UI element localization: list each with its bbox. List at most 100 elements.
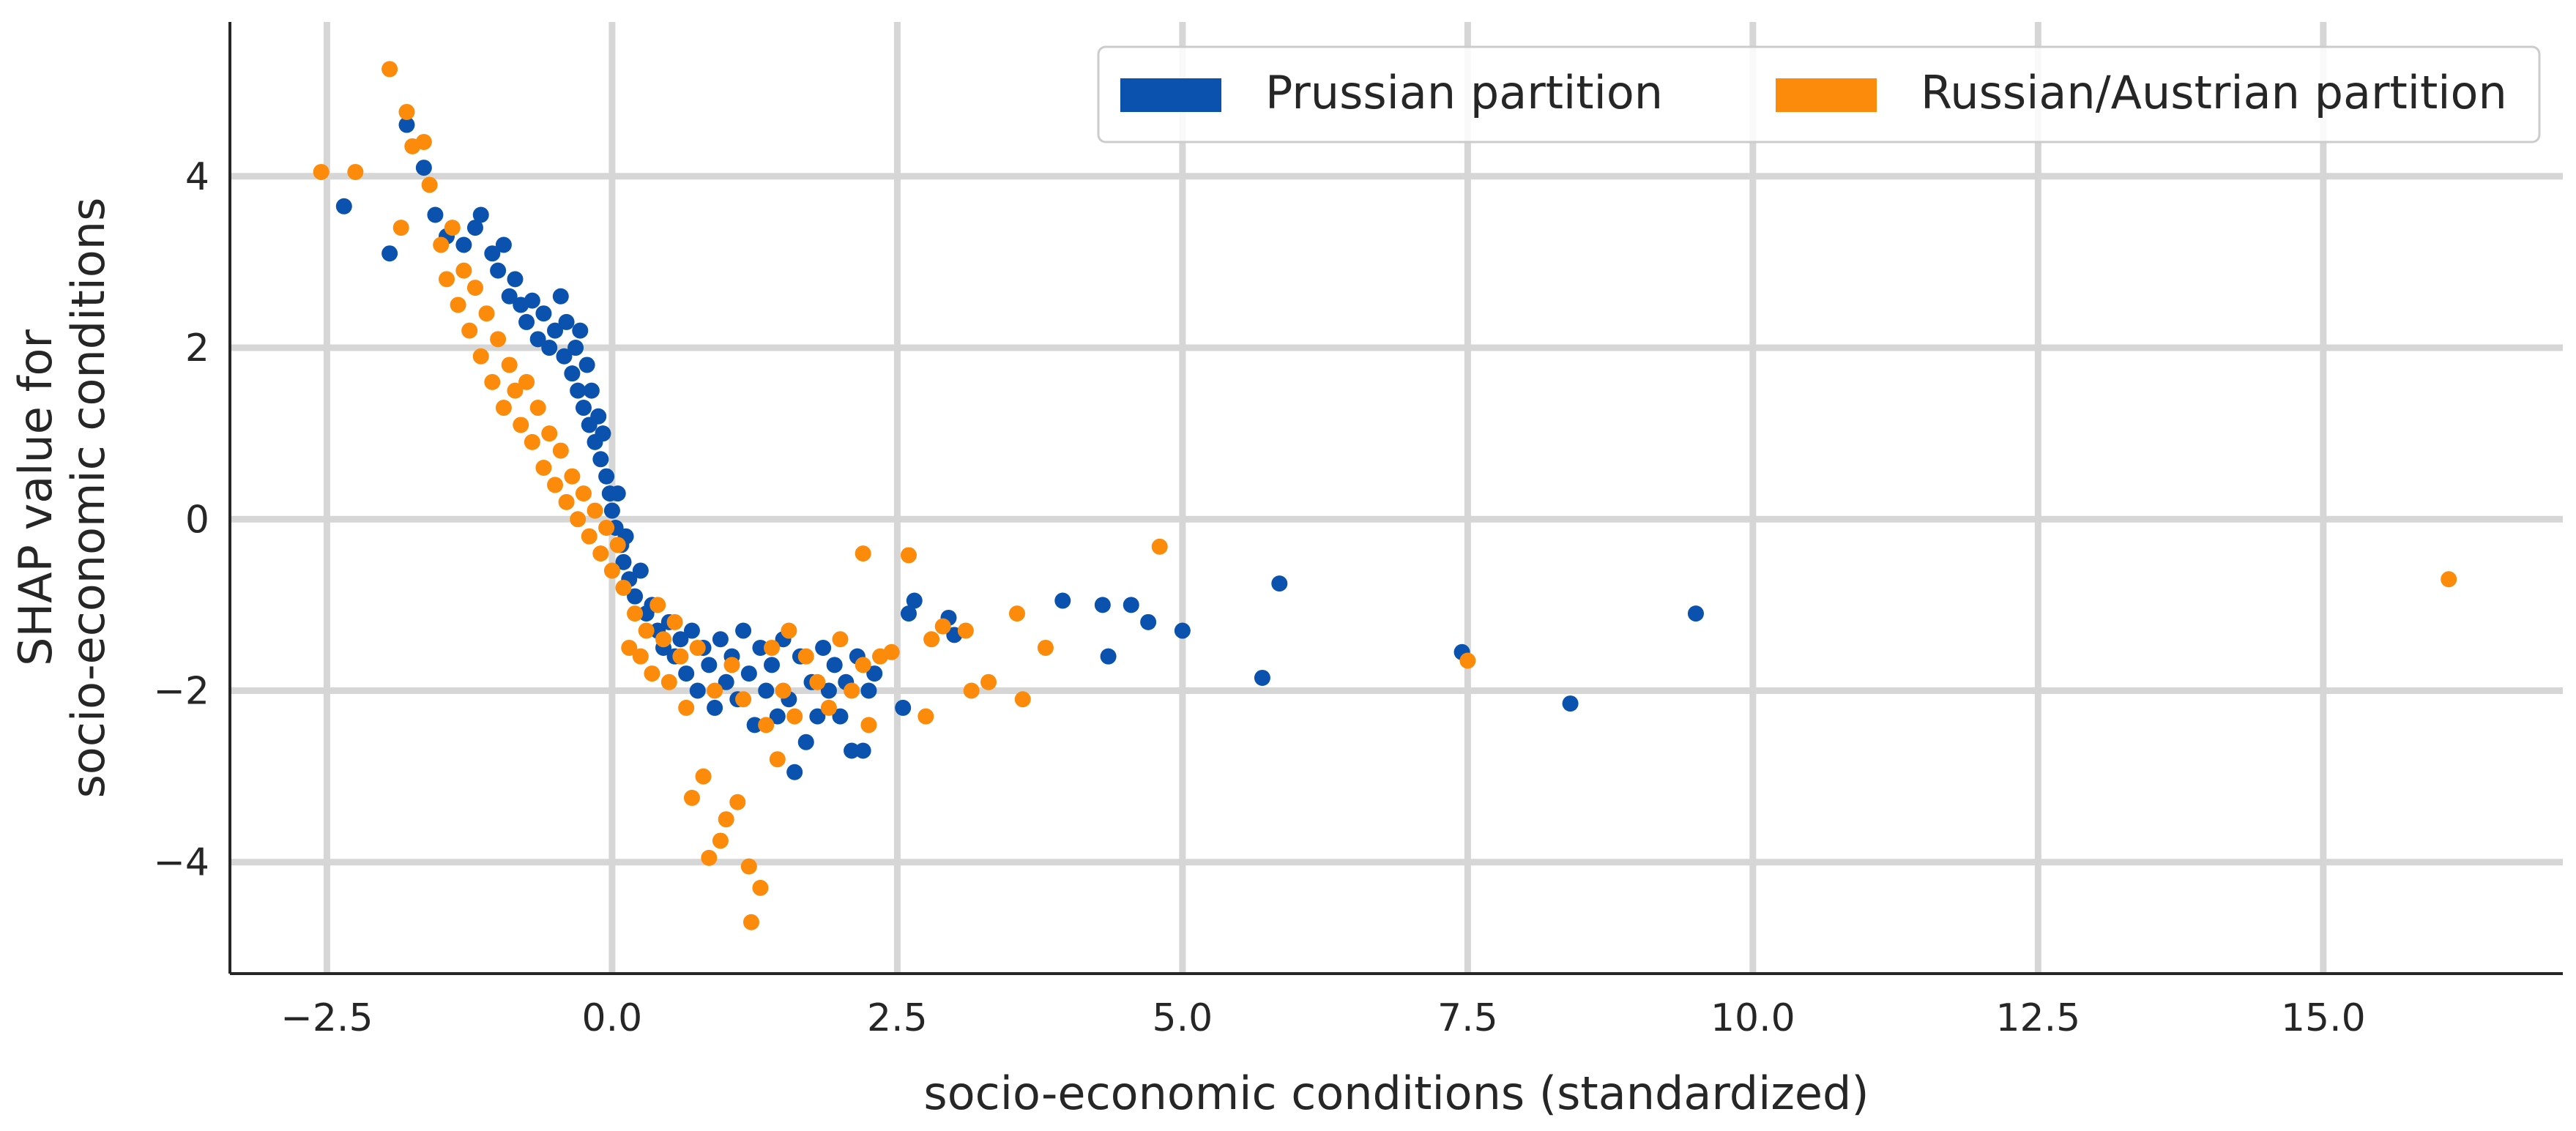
scatter-point [603,502,620,519]
scatter-point [541,425,558,442]
scatter-point [980,673,997,690]
scatter-point [583,382,600,399]
scatter-point [595,425,611,442]
scatter-point [1014,691,1031,708]
scatter-point [547,477,564,493]
scatter-point [627,605,644,622]
scatter-point [507,382,524,399]
scatter-point [701,849,718,866]
scatter-point [934,618,951,635]
scatter-point [718,811,734,828]
scatter-point [723,657,740,673]
scatter-point [381,245,398,262]
scatter-point [701,657,718,673]
scatter-point [415,160,432,176]
scatter-point [1687,605,1704,622]
scatter-point [507,271,524,288]
legend-swatch-prussian [1120,78,1221,112]
scatter-point [815,639,832,656]
scatter-point [900,605,917,622]
scatter-point [455,236,472,253]
x-tick-label: 12.5 [1995,996,2080,1040]
scatter-point [587,502,603,519]
scatter-point [615,553,632,570]
scatter-point [1174,622,1191,639]
scatter-point [484,245,501,262]
scatter-point [570,382,587,399]
scatter-point [518,313,535,330]
scatter-point [1008,605,1025,622]
scatter-point [689,682,706,699]
scatter-point [433,236,450,253]
scatter-point [535,305,552,322]
scatter-point [678,699,695,716]
scatter-point [461,322,478,339]
scatter-point [797,648,814,665]
scatter-point [758,682,775,699]
scatter-point [832,708,849,725]
scatter-point [860,717,877,734]
scatter-point [883,643,900,660]
scatter-point [672,648,689,665]
x-tick-label: 5.0 [1153,996,1213,1040]
scatter-point [495,236,512,253]
scatter-point [627,588,644,605]
scatter-point [895,699,912,716]
scatter-point [655,631,672,648]
scatter-point [1254,669,1270,686]
scatter-point [678,665,695,682]
scatter-point [524,292,540,309]
scatter-point [575,400,592,417]
scatter-point [855,545,871,562]
scatter-point [781,622,797,639]
scatter-point [1151,538,1168,555]
scatter-point [769,751,786,768]
scatter-point [558,313,575,330]
scatter-point [735,622,752,639]
scatter-point [712,631,729,648]
scatter-point [466,220,483,236]
axes [228,22,2563,975]
scatter-point [683,622,700,639]
scatter-point [820,682,837,699]
x-tick-label: 2.5 [867,996,928,1040]
scatter-point [855,657,871,673]
scatter-point [855,742,871,759]
scatter-point [427,206,444,223]
scatter-point [746,717,763,734]
scatter-point [809,708,826,725]
scatter-point [906,592,923,609]
scatter-point [313,163,330,180]
scatter-point [786,764,803,780]
scatter-point [556,348,573,365]
scatter-point [957,622,974,639]
scatter-point [740,858,757,875]
scatter-point [552,442,569,459]
scatter-point [1100,648,1117,665]
scatter-point [695,768,712,785]
y-tick-label: 0 [185,498,209,542]
scatter-point [1037,639,1054,656]
scatter-point [718,673,734,690]
y-axis-label-line-2: socio-economic conditions [62,198,115,799]
series-1 [313,61,2457,930]
scatter-point [729,794,746,810]
scatter-point [392,220,409,236]
scatter-point [592,451,609,468]
scatter-point [572,322,589,339]
scatter-point [567,340,584,357]
scatter-point [1094,597,1111,613]
scatter-point [1271,575,1288,592]
scatter-point [797,734,814,750]
scatter-point [415,133,432,150]
scatter-point [570,511,587,528]
scatter-point [764,639,781,656]
scatter-point [809,673,826,690]
scatter-point [495,400,512,417]
scatter-point [524,433,540,450]
scatter-point [335,198,352,214]
y-tick-label: 4 [185,155,209,199]
scatter-point [472,206,489,223]
scatter-point [764,657,781,673]
